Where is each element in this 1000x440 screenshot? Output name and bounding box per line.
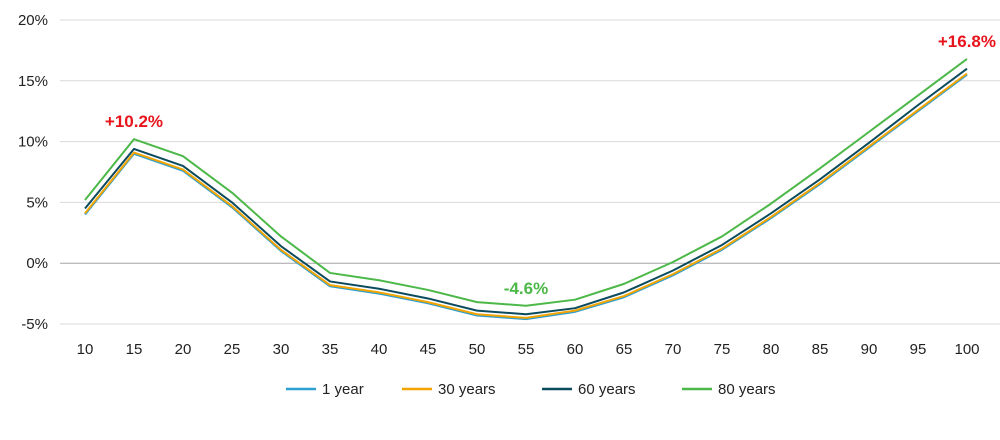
x-tick-label: 95 xyxy=(910,341,927,358)
annotation-label: -4.6% xyxy=(504,279,548,298)
x-tick-label: 75 xyxy=(714,341,731,358)
x-tick-label: 30 xyxy=(273,341,290,358)
series-line-30-years xyxy=(84,72,968,319)
annotation-label: +16.8% xyxy=(938,32,996,51)
x-tick-label: 70 xyxy=(665,341,682,358)
x-tick-label: 90 xyxy=(861,341,878,358)
x-tick-label: 85 xyxy=(812,341,829,358)
y-tick-label: -5% xyxy=(21,316,48,333)
x-tick-label: 10 xyxy=(77,341,94,358)
x-tick-label: 35 xyxy=(322,341,339,358)
legend-label: 1 year xyxy=(322,381,364,398)
annotations: +10.2% -4.6% +16.8% xyxy=(105,32,996,298)
y-tick-label: 15% xyxy=(18,73,48,90)
x-axis: 10 15 20 25 30 35 40 45 50 55 60 65 70 75 80 85 90 95 100 xyxy=(77,341,980,358)
x-tick-label: 80 xyxy=(763,341,780,358)
legend: 1 year 30 years 60 years 80 years xyxy=(286,381,776,398)
x-tick-label: 40 xyxy=(371,341,388,358)
y-tick-label: 10% xyxy=(18,134,48,151)
legend-label: 30 years xyxy=(438,381,496,398)
legend-label: 60 years xyxy=(578,381,636,398)
legend-label: 80 years xyxy=(718,381,776,398)
x-tick-label: 100 xyxy=(954,341,979,358)
x-tick-label: 25 xyxy=(224,341,241,358)
y-tick-label: 5% xyxy=(26,194,48,211)
x-tick-label: 60 xyxy=(567,341,584,358)
annotation-label: +10.2% xyxy=(105,112,163,131)
y-tick-label: 20% xyxy=(18,12,48,29)
x-tick-label: 50 xyxy=(469,341,486,358)
x-tick-label: 15 xyxy=(126,341,143,358)
series-line-80-years xyxy=(84,58,968,307)
grid-layer xyxy=(60,19,1000,325)
series-line-60-years xyxy=(84,67,968,316)
series-layer xyxy=(84,58,968,321)
x-tick-label: 45 xyxy=(420,341,437,358)
x-tick-label: 20 xyxy=(175,341,192,358)
y-axis: -5% 0% 5% 10% 15% 20% xyxy=(18,12,48,333)
y-tick-label: 0% xyxy=(26,255,48,272)
x-tick-label: 65 xyxy=(616,341,633,358)
x-tick-label: 55 xyxy=(518,341,535,358)
